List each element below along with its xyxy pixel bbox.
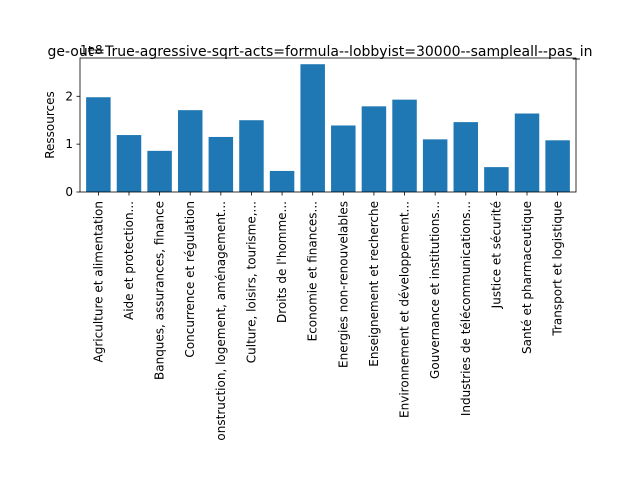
chart-title: ge-out=True-agressive-sqrt-acts=formula-… <box>47 44 592 60</box>
x-tick-label: Santé et pharmaceutique <box>520 201 534 354</box>
bar <box>269 170 295 192</box>
bar <box>147 150 172 192</box>
x-tick-label: Banques, assurances, finance <box>153 201 167 380</box>
bar <box>453 122 479 192</box>
x-tick-label: Environnement et développement... <box>398 201 412 418</box>
x-tick-label: Gouvernance et institutions... <box>428 201 442 379</box>
bar <box>422 139 448 192</box>
x-tick-label: Energies non-renouvelables <box>336 201 350 368</box>
bar <box>177 110 203 192</box>
y-axis-label: Ressources <box>43 91 57 159</box>
bar <box>116 135 142 192</box>
x-tick-label: Economie et finances... <box>306 201 320 341</box>
bar <box>361 106 387 192</box>
bar <box>300 64 325 192</box>
x-tick-label: Culture, loisirs, tourisme,... <box>244 201 258 363</box>
x-tick-label: Enseignement et recherche <box>367 201 381 367</box>
y-tick-label: 2 <box>65 89 73 103</box>
x-tick-label: Agriculture et alimentation <box>91 201 105 362</box>
bar <box>239 120 264 192</box>
bar <box>484 167 509 192</box>
x-tick-label: Aide et protection... <box>122 201 136 320</box>
y-offset-label: 1e8 <box>80 43 103 57</box>
bar <box>514 113 540 192</box>
y-tick-label: 0 <box>65 185 73 199</box>
bar <box>331 125 356 192</box>
bar <box>392 99 417 192</box>
x-tick-label: Justice et sécurité <box>489 201 503 309</box>
x-tick-label: onstruction, logement, aménagement... <box>214 201 228 441</box>
x-tick-label: Concurrence et régulation <box>183 201 197 358</box>
bar <box>86 97 111 192</box>
axes-frame <box>79 57 577 193</box>
plot-area: Agriculture et alimentation Aide et prote… <box>65 57 577 441</box>
y-tick-label: 1 <box>65 137 73 151</box>
x-tick-label: Industries de télécommunications... <box>459 201 473 416</box>
bar <box>208 136 234 192</box>
x-tick-label: Transport et logistique <box>551 201 565 337</box>
bar <box>545 140 570 192</box>
x-tick-label: Droits de l'homme... <box>275 201 289 323</box>
